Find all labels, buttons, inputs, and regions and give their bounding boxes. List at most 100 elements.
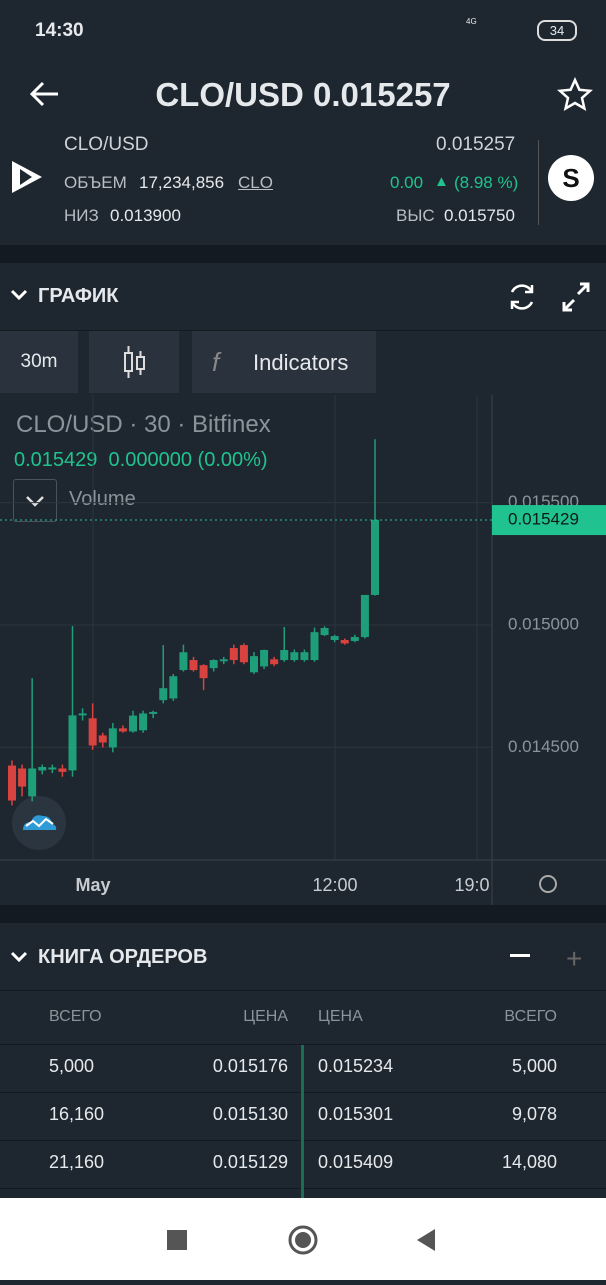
candle-body <box>179 652 188 671</box>
orderbook-cell: 0.015409 <box>318 1152 394 1172</box>
interval-button[interactable]: 30m <box>0 331 78 393</box>
candle-body <box>330 636 339 640</box>
candle-body <box>108 728 117 748</box>
orderbook-cell: 0.015176 <box>212 1056 288 1076</box>
change-pct: (0.00%) <box>197 449 268 471</box>
volume-label: ОБЪЕМ <box>64 173 127 192</box>
candle-body <box>290 652 299 661</box>
candle-body <box>340 639 349 644</box>
orderbook-cell: 0.015301 <box>318 1104 394 1124</box>
candle-body <box>118 728 127 732</box>
candle-body <box>310 632 319 661</box>
candle-body <box>260 650 269 667</box>
divider <box>0 1044 606 1045</box>
top-area <box>0 0 606 245</box>
candle-body <box>78 713 87 716</box>
candle-body <box>300 652 309 661</box>
orderbook-header: ЦЕНА <box>243 1008 288 1025</box>
orderbook-header: ВСЕГО <box>49 1008 102 1025</box>
divider <box>0 330 606 331</box>
candle-body <box>229 648 238 661</box>
orderbook-cell: 14,080 <box>501 1152 557 1172</box>
network: 4G <box>466 17 477 26</box>
volume-unit[interactable]: CLO <box>238 173 273 192</box>
change: 0.000000 <box>108 449 192 471</box>
zoom-out-button[interactable] <box>510 954 530 957</box>
depth-line <box>301 1045 304 1198</box>
back-button[interactable] <box>28 80 60 108</box>
chart-type-button[interactable] <box>89 331 179 393</box>
zoom-in-button[interactable]: + <box>566 943 583 974</box>
ticker-price: 0.015257 <box>436 134 516 155</box>
y-tick-label: 0.014500 <box>508 737 579 756</box>
orderbook-cell: 16,160 <box>49 1104 105 1124</box>
candle-body <box>58 768 67 772</box>
candle-body <box>280 650 289 661</box>
candle-body <box>88 718 97 746</box>
legend-symbol: CLO/USD · 30 · Bitfinex <box>16 411 271 438</box>
settings-icon <box>539 875 557 893</box>
low-label: НИЗ <box>64 206 99 225</box>
indicators-button[interactable]: f Indicators <box>192 331 376 393</box>
candle-body <box>18 768 27 787</box>
orderbook-cell: 0.015129 <box>212 1152 288 1172</box>
candle-body <box>209 660 218 669</box>
candle-body <box>159 688 168 701</box>
change: 0.00 <box>390 173 424 192</box>
status-time: 14:30 <box>35 20 84 41</box>
candle-body <box>371 519 379 595</box>
last-price-label: 0.015429 <box>508 510 579 529</box>
candle-body <box>360 594 369 638</box>
orderbook-cell: 5,000 <box>49 1056 95 1076</box>
divider <box>538 140 539 225</box>
collapse-icon[interactable] <box>10 950 28 964</box>
orderbook-header: ВСЕГО <box>504 1008 557 1025</box>
volume-toggle[interactable] <box>13 479 57 522</box>
orderbook-cell: 21,160 <box>49 1152 105 1172</box>
collapse-icon[interactable] <box>10 288 28 302</box>
divider <box>0 990 606 991</box>
candle-body <box>320 627 329 636</box>
header-title: CLO/USD 0.015257 <box>155 76 451 113</box>
section-title: ГРАФИК <box>38 285 119 307</box>
candle-body <box>219 659 228 662</box>
low: 0.013900 <box>110 206 181 225</box>
candle-body <box>139 713 148 731</box>
fullscreen-button[interactable] <box>560 282 592 312</box>
candle-body <box>8 765 16 801</box>
orderbook-title: КНИГА ОРДЕРОВ <box>38 946 208 968</box>
change-pct: (8.98 %) <box>454 173 519 192</box>
separator <box>0 245 606 263</box>
refresh-button[interactable] <box>505 280 539 314</box>
orderbook-cell: 0.015234 <box>318 1056 394 1076</box>
candle-body <box>350 637 359 641</box>
candle-body <box>98 735 107 743</box>
up-arrow: ▲ <box>434 173 449 190</box>
last-price-tag <box>492 505 606 536</box>
candle-body <box>239 645 248 663</box>
exchange: Bitfinex <box>192 411 271 438</box>
y-tick-label: 0.015000 <box>508 615 579 634</box>
coin-logo <box>12 161 42 193</box>
candle-body <box>199 665 208 679</box>
candle-body <box>38 767 47 771</box>
candle-body <box>169 676 178 699</box>
separator <box>0 905 606 923</box>
candle-body <box>68 715 77 771</box>
tradingview-logo[interactable] <box>12 796 66 850</box>
high-label: ВЫС <box>396 206 435 225</box>
indicators-label: Indicators <box>253 350 349 375</box>
candle-body <box>250 656 258 673</box>
orderbook-header: ЦЕНА <box>318 1008 363 1025</box>
candle-body <box>149 711 158 714</box>
volume-label: Volume <box>69 488 136 510</box>
favorite-button[interactable] <box>557 77 593 113</box>
candle-body <box>28 768 37 797</box>
x-tick-label: 19:0 <box>454 875 489 895</box>
legend-values: 0.015429 0.000000 (0.00%) <box>14 449 268 472</box>
ticker-pair: CLO/USD <box>64 134 149 155</box>
exchange-logo: S <box>548 155 594 201</box>
candle-body <box>48 767 57 770</box>
